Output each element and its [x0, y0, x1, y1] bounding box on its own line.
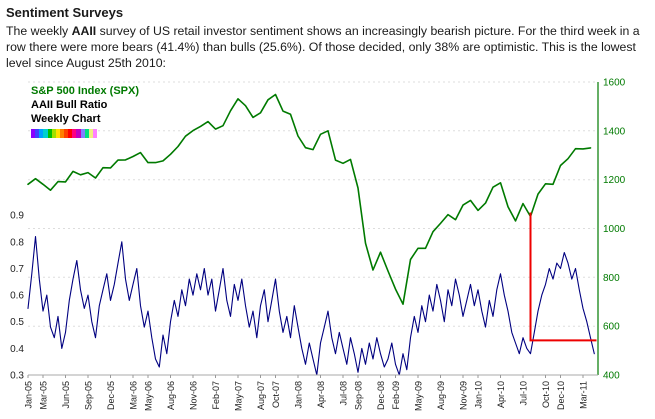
sentiment-chart: S&P 500 Index (SPX) AAII Bull Ratio Week…: [0, 72, 655, 419]
svg-text:Mar-11: Mar-11: [579, 381, 589, 409]
svg-text:0.9: 0.9: [10, 210, 24, 221]
legend-ratio-label: AAII Bull Ratio: [31, 98, 108, 111]
svg-text:Feb-09: Feb-09: [391, 381, 401, 410]
intro-text-post: survey of US retail investor sentiment s…: [6, 24, 640, 71]
svg-text:0.7: 0.7: [10, 264, 24, 275]
svg-text:Jun-05: Jun-05: [61, 381, 71, 409]
svg-text:800: 800: [603, 272, 620, 283]
intro-text-bold: AAII: [71, 24, 97, 38]
svg-text:1400: 1400: [603, 126, 626, 137]
svg-text:1600: 1600: [603, 77, 626, 88]
svg-text:Sep-05: Sep-05: [84, 381, 94, 410]
svg-text:0.3: 0.3: [10, 370, 24, 381]
svg-text:May-06: May-06: [144, 381, 154, 411]
chart-plot: 400 600 800 1000 1200 1400 1600 0.3 0.4 0.5 0.6 0.7…: [10, 77, 626, 411]
svg-text:May-09: May-09: [414, 381, 424, 411]
rainbow-logo: [31, 128, 97, 138]
svg-text:Jul-08: Jul-08: [339, 381, 349, 406]
svg-text:Apr-10: Apr-10: [496, 381, 506, 408]
svg-text:Jan-05: Jan-05: [24, 381, 34, 409]
svg-text:Nov-09: Nov-09: [459, 381, 469, 410]
page-header: Sentiment Surveys The weekly AAII survey…: [0, 0, 655, 72]
svg-text:Aug-07: Aug-07: [256, 381, 266, 410]
svg-text:Jan-08: Jan-08: [294, 381, 304, 409]
svg-text:1000: 1000: [603, 224, 626, 235]
svg-text:Dec-05: Dec-05: [106, 381, 116, 410]
svg-text:Aug-09: Aug-09: [436, 381, 446, 410]
chart-legend: S&P 500 Index (SPX) AAII Bull Ratio Week…: [31, 84, 139, 138]
svg-text:Dec-08: Dec-08: [376, 381, 386, 410]
svg-text:Feb-07: Feb-07: [211, 381, 221, 410]
svg-text:Oct-10: Oct-10: [541, 381, 551, 408]
svg-text:Sep-08: Sep-08: [354, 381, 364, 410]
svg-text:Mar-06: Mar-06: [129, 381, 139, 410]
legend-spx-label: S&P 500 Index (SPX): [31, 84, 140, 97]
svg-text:Jan-10: Jan-10: [474, 381, 484, 409]
legend-weekly-label: Weekly Chart: [31, 113, 101, 126]
svg-text:Nov-06: Nov-06: [189, 381, 199, 410]
svg-text:Oct-07: Oct-07: [271, 381, 281, 408]
svg-text:Apr-08: Apr-08: [316, 381, 326, 408]
svg-text:0.5: 0.5: [10, 317, 24, 328]
svg-text:400: 400: [603, 370, 620, 381]
intro-paragraph: The weekly AAII survey of US retail inve…: [6, 23, 647, 72]
svg-text:0.8: 0.8: [10, 237, 24, 248]
svg-text:0.6: 0.6: [10, 290, 24, 301]
intro-text-pre: The weekly: [6, 24, 72, 38]
svg-text:0.4: 0.4: [10, 344, 24, 355]
svg-text:Mar-05: Mar-05: [39, 381, 49, 410]
svg-text:May-07: May-07: [234, 381, 244, 411]
svg-text:Dec-10: Dec-10: [556, 381, 566, 410]
svg-text:1200: 1200: [603, 175, 626, 186]
svg-text:Jul-10: Jul-10: [519, 381, 529, 406]
svg-text:600: 600: [603, 321, 620, 332]
page-title: Sentiment Surveys: [6, 5, 124, 20]
svg-text:Aug-06: Aug-06: [166, 381, 176, 410]
